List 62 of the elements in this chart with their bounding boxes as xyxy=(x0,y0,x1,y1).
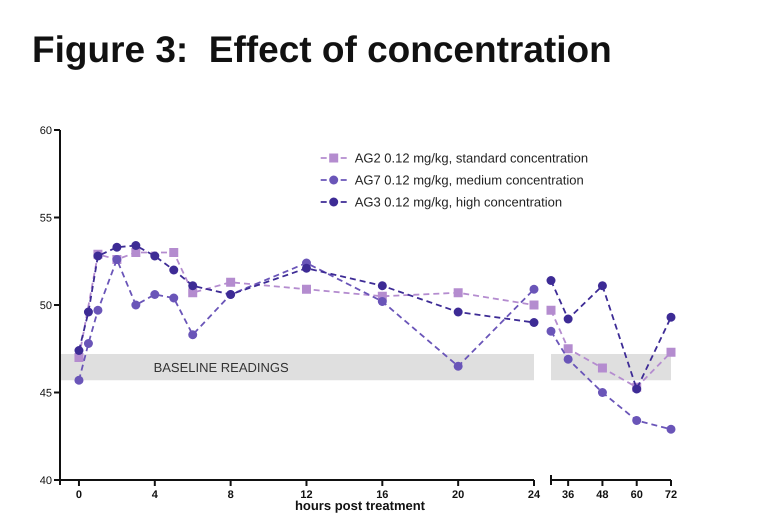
point xyxy=(188,330,198,340)
x-tick-label: 60 xyxy=(630,489,643,501)
chart-title: Figure 3: Effect of concentration xyxy=(32,29,612,70)
x-axis-title: hours post treatment xyxy=(294,498,426,513)
point xyxy=(74,376,84,385)
legend-label: AG2 0.12 mg/kg, standard concentration xyxy=(354,150,588,166)
point xyxy=(530,318,538,327)
point xyxy=(598,281,607,290)
point xyxy=(564,344,573,354)
point xyxy=(84,339,93,348)
point xyxy=(169,266,178,274)
x-tick-label: 0 xyxy=(76,489,82,501)
point xyxy=(131,241,140,250)
x-tick-label: 36 xyxy=(562,489,574,501)
point xyxy=(74,346,84,355)
y-tick-label: 50 xyxy=(40,300,52,312)
y-tick-label: 55 xyxy=(40,212,52,224)
point xyxy=(530,284,538,294)
point xyxy=(150,252,160,260)
point xyxy=(666,348,676,357)
x-tick-label: 48 xyxy=(596,489,609,501)
point xyxy=(112,242,122,252)
point xyxy=(454,362,463,371)
y-tick-label: 45 xyxy=(40,388,52,400)
point xyxy=(598,364,607,372)
point xyxy=(378,297,387,306)
point xyxy=(302,264,311,273)
legend-label: AG3 0.12 mg/kg, high concentration xyxy=(354,194,562,210)
point xyxy=(530,300,538,310)
point xyxy=(131,300,140,310)
x-tick-label: 20 xyxy=(452,489,464,501)
band-label: BASELINE READINGS xyxy=(154,360,290,376)
x-tick-label: 72 xyxy=(664,489,678,501)
point xyxy=(378,281,387,290)
y-tick-label: 60 xyxy=(40,125,52,137)
point xyxy=(564,314,573,324)
point xyxy=(226,278,236,287)
point xyxy=(598,388,607,397)
point xyxy=(546,276,556,285)
point xyxy=(169,294,178,302)
x-tick-label: 8 xyxy=(228,489,234,501)
point xyxy=(302,284,311,294)
point xyxy=(666,424,676,434)
legend-label: AG7 0.12 mg/kg, medium concentration xyxy=(354,172,584,188)
x-tick-label: 4 xyxy=(152,489,159,501)
point xyxy=(150,290,160,299)
point xyxy=(454,308,463,316)
point xyxy=(666,312,676,322)
point xyxy=(546,306,556,315)
x-tick-label: 12 xyxy=(300,489,313,501)
point xyxy=(93,306,102,315)
point xyxy=(546,326,556,336)
point xyxy=(169,248,178,257)
point xyxy=(454,288,463,298)
point xyxy=(84,308,93,316)
y-tick-label: 40 xyxy=(40,475,52,487)
point xyxy=(564,354,573,364)
x-tick-label: 24 xyxy=(528,489,541,501)
x-tick-label: 16 xyxy=(376,489,388,501)
point xyxy=(188,281,198,290)
point xyxy=(632,416,642,425)
point xyxy=(188,288,198,298)
